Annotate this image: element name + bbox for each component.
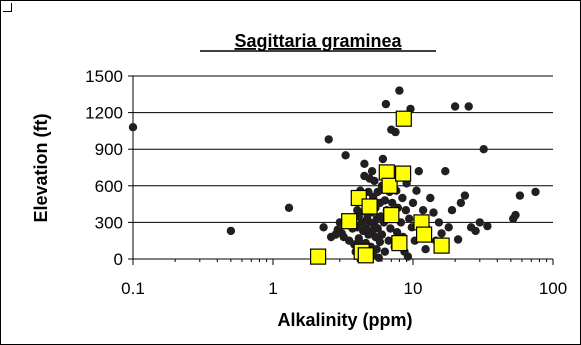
point-circle — [373, 187, 382, 197]
point-circle — [372, 245, 381, 254]
point-circle — [380, 247, 390, 256]
point-circle — [479, 145, 488, 154]
point-square — [416, 226, 433, 243]
point-square — [381, 177, 398, 194]
point-square — [395, 165, 412, 182]
point-square — [361, 198, 378, 215]
point-square — [383, 207, 400, 224]
point-circle — [319, 223, 328, 232]
y-tick-label: 900 — [95, 140, 123, 159]
point-circle — [360, 159, 369, 168]
point-circle — [381, 99, 391, 109]
point-square — [310, 248, 327, 265]
x-tick-label: 100 — [539, 279, 567, 298]
point-square — [357, 247, 374, 264]
point-circle — [388, 198, 397, 208]
point-circle — [412, 186, 421, 195]
point-circle — [380, 196, 390, 205]
chart-title: Sagittaria graminea — [234, 31, 402, 51]
point-circle — [471, 226, 480, 236]
point-circle — [226, 226, 236, 236]
point-circle — [398, 193, 407, 203]
data-points — [128, 86, 540, 265]
point-circle — [511, 210, 520, 220]
point-circle — [391, 127, 400, 137]
point-circle — [475, 218, 484, 227]
point-circle — [437, 229, 446, 238]
point-circle — [444, 223, 453, 232]
x-axis-label: Alkalinity (ppm) — [277, 310, 412, 330]
point-square — [378, 164, 395, 181]
point-circle — [450, 102, 460, 111]
point-circle — [426, 193, 435, 203]
point-circle — [453, 235, 463, 244]
point-square — [395, 110, 412, 127]
point-square — [391, 235, 408, 252]
point-circle — [429, 208, 438, 217]
point-square — [433, 237, 450, 254]
corner-mark — [3, 3, 12, 12]
point-circle — [128, 123, 138, 132]
point-circle — [392, 228, 402, 237]
x-tick-labels: 0.1 1 10 100 — [121, 279, 567, 298]
y-tick-label: 0 — [114, 250, 123, 269]
y-tick-label: 300 — [95, 213, 123, 232]
point-circle — [434, 218, 444, 227]
y-tick-label: 600 — [95, 177, 123, 196]
y-tick-labels: 0 300 600 900 1200 1500 — [85, 67, 123, 269]
point-circle — [418, 206, 428, 215]
point-square — [341, 213, 358, 230]
point-circle — [464, 102, 473, 111]
point-circle — [483, 221, 492, 231]
x-tick-label: 1 — [268, 279, 277, 298]
point-circle — [384, 236, 393, 245]
point-circle — [405, 214, 414, 223]
x-tick-label: 10 — [404, 279, 423, 298]
point-circle — [377, 230, 387, 239]
y-tick-label: 1200 — [85, 104, 123, 123]
point-circle — [408, 198, 418, 208]
point-circle — [460, 191, 470, 200]
point-circle — [378, 154, 388, 164]
point-circle — [414, 167, 423, 176]
point-circle — [531, 187, 540, 197]
point-circle — [395, 86, 404, 95]
point-circle — [370, 176, 379, 186]
point-circle — [441, 167, 450, 176]
axes — [128, 75, 554, 265]
x-tick-label: 0.1 — [121, 279, 145, 298]
point-circle — [284, 203, 294, 212]
point-circle — [324, 135, 333, 144]
point-circle — [515, 191, 525, 200]
point-circle — [401, 206, 411, 215]
point-circle — [375, 237, 385, 247]
y-axis-label: Elevation (ft) — [31, 113, 51, 222]
point-circle — [403, 252, 413, 261]
point-circle — [373, 224, 382, 233]
gridlines — [133, 75, 553, 223]
point-circle — [367, 167, 377, 176]
point-circle — [421, 245, 430, 254]
point-circle — [374, 253, 383, 262]
point-circle — [456, 198, 466, 208]
point-circle — [341, 151, 350, 160]
point-circle — [386, 224, 395, 233]
point-circle — [447, 206, 457, 215]
y-tick-label: 1500 — [85, 67, 123, 86]
